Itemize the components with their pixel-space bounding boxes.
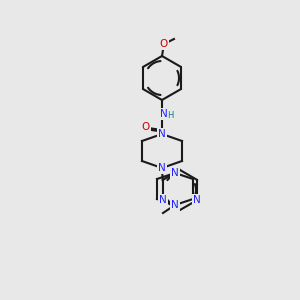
Text: N: N bbox=[158, 163, 166, 173]
Text: N: N bbox=[171, 168, 179, 178]
Text: N: N bbox=[158, 129, 166, 139]
Text: N: N bbox=[159, 195, 167, 205]
Text: N: N bbox=[160, 109, 168, 119]
Text: N: N bbox=[194, 195, 201, 205]
Text: N: N bbox=[171, 200, 179, 210]
Text: H: H bbox=[167, 110, 173, 119]
Text: O: O bbox=[142, 122, 150, 132]
Text: O: O bbox=[160, 39, 168, 49]
